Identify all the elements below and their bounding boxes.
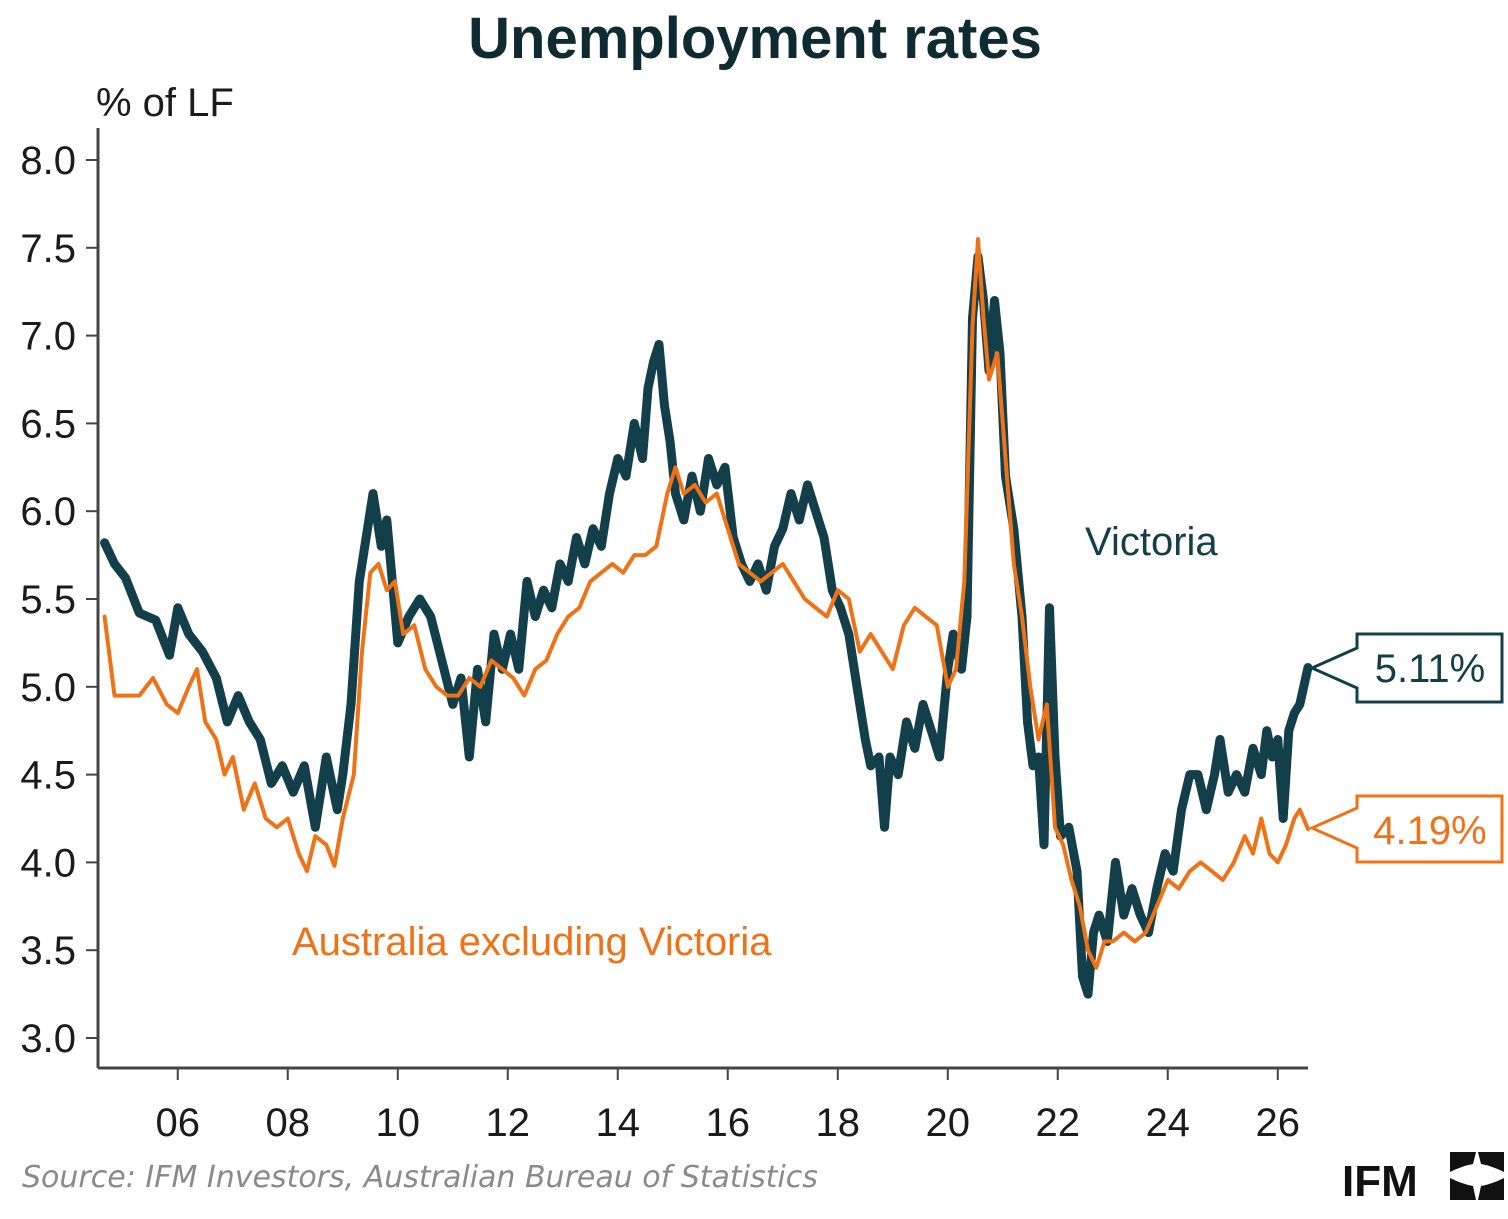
x-tick-label: 12 [486, 1101, 531, 1145]
series-line-australia-ex-victoria [102, 237, 1310, 970]
y-tick-label: 8.0 [20, 139, 76, 183]
x-tick-label: 18 [816, 1101, 861, 1145]
x-tick-label: 22 [1036, 1101, 1081, 1145]
y-tick-label: 4.0 [20, 841, 76, 885]
logo-text: IFM [1342, 1157, 1418, 1206]
y-tick-label: 7.5 [20, 227, 76, 271]
x-tick-label: 08 [266, 1101, 311, 1145]
y-tick-label: 6.5 [20, 402, 76, 446]
y-tick-label: 3.5 [20, 929, 76, 973]
callout-victoria-box [1308, 632, 1504, 704]
x-tick-label: 24 [1146, 1101, 1191, 1145]
x-tick-label: 14 [596, 1101, 641, 1145]
ifm-logo: IFM [1342, 1152, 1504, 1206]
x-tick-label: 10 [376, 1101, 421, 1145]
x-tick-label: 06 [156, 1101, 201, 1145]
y-tick-label: 5.5 [20, 578, 76, 622]
series-label-victoria: Victoria [1085, 520, 1218, 564]
x-ticks: 06 08 10 12 14 16 18 20 22 24 26 [156, 1068, 1301, 1145]
chart-title: Unemployment rates [468, 6, 1042, 71]
y-tick-label: 4.5 [20, 754, 76, 798]
x-tick-label: 20 [926, 1101, 971, 1145]
callout-rest-text: 4.19% [1373, 809, 1486, 853]
series-label-rest: Australia excluding Victoria [292, 920, 772, 964]
x-tick-label: 16 [706, 1101, 751, 1145]
callout-victoria: 5.11% [1308, 632, 1504, 704]
callout-rest-box [1308, 794, 1504, 864]
source-note: Source: IFM Investors, Australian Bureau… [22, 1160, 818, 1195]
ifm-logo-icon [1450, 1152, 1504, 1200]
y-tick-label: 5.0 [20, 666, 76, 710]
series-line-victoria [100, 252, 1313, 999]
callout-victoria-text: 5.11% [1375, 647, 1485, 691]
y-axis-label: % of LF [96, 81, 234, 125]
y-tick-label: 7.0 [20, 315, 76, 359]
y-tick-label: 3.0 [20, 1017, 76, 1061]
x-tick-label: 26 [1256, 1101, 1301, 1145]
y-ticks: 3.0 3.5 4.0 4.5 5.0 5.5 6.0 6.5 7.0 7.5 8.0 [20, 139, 98, 1061]
series-layer [100, 237, 1313, 999]
callout-rest: 4.19% [1308, 794, 1504, 864]
y-tick-label: 6.0 [20, 490, 76, 534]
